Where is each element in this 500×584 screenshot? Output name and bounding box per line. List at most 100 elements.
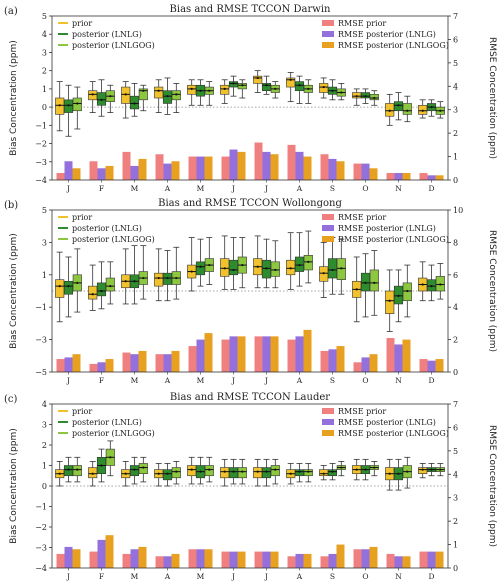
mean-marker — [223, 267, 226, 270]
rmse-bar — [303, 553, 312, 568]
x-tick-label: A — [296, 184, 303, 193]
rmse-bar — [171, 161, 180, 180]
mean-marker — [109, 285, 112, 288]
y-tick-label: 1 — [42, 271, 47, 280]
rmse-bar — [427, 551, 436, 568]
legend-label: RMSE prior — [338, 19, 386, 28]
rmse-bar — [229, 551, 238, 568]
mean-marker — [340, 267, 343, 270]
bias-box — [105, 277, 115, 292]
mean-marker — [67, 285, 70, 288]
rmse-bar — [353, 549, 362, 568]
rmse-bar — [138, 158, 147, 180]
y2-tick-label: 2 — [453, 336, 458, 345]
mean-marker — [142, 466, 145, 469]
x-tick-label: J — [231, 572, 235, 581]
x-tick-label: A — [296, 572, 303, 581]
rmse-bar — [105, 359, 114, 372]
mean-marker — [232, 82, 235, 85]
legend-label: RMSE posterior (LNLG) — [338, 418, 436, 427]
legend-swatch — [322, 214, 334, 220]
rmse-bar — [402, 556, 411, 568]
legend-label: posterior (LNLGOG) — [72, 429, 155, 438]
mean-marker — [430, 468, 433, 471]
rmse-bar — [89, 363, 98, 372]
rmse-bar — [427, 360, 436, 372]
y2-tick-label: 6 — [453, 423, 458, 432]
rmse-bar — [419, 172, 428, 180]
legend-label: RMSE posterior (LNLGOG) — [338, 429, 449, 438]
mean-marker — [223, 470, 226, 473]
y-tick-label: 4 — [42, 400, 47, 409]
y2-tick-label: 0 — [453, 176, 458, 185]
y2-tick-label: 10 — [453, 206, 463, 215]
rmse-bar — [386, 337, 395, 372]
x-tick-label: J — [66, 572, 70, 581]
legend-swatch — [322, 236, 334, 242]
mean-marker — [307, 260, 310, 263]
mean-marker — [58, 472, 61, 475]
legend-label: RMSE posterior (LNLG) — [338, 30, 436, 39]
x-tick-label: J — [231, 184, 235, 193]
rmse-bar — [155, 354, 164, 372]
y-tick-label: 3 — [42, 238, 47, 247]
rmse-bar — [369, 168, 378, 180]
y2-axis-label: RMSE Concentration (ppm) — [487, 37, 497, 159]
x-tick-label: M — [131, 376, 139, 385]
x-tick-label: O — [362, 572, 368, 581]
rmse-bar — [72, 354, 81, 372]
y-axis-label: Bias Concentration (ppm) — [9, 233, 19, 348]
rmse-bar — [188, 156, 197, 180]
y-tick-label: −3 — [35, 544, 47, 553]
mean-marker — [241, 470, 244, 473]
mean-marker — [241, 84, 244, 87]
y2-tick-label: 8 — [453, 238, 458, 247]
panel-title: Bias and RMSE TCCON Lauder — [170, 392, 330, 403]
bias-box — [154, 272, 164, 287]
x-tick-label: A — [164, 572, 171, 581]
y2-tick-label: 2 — [453, 517, 458, 526]
y-tick-label: −4 — [35, 176, 47, 185]
y-tick-label: 2 — [42, 67, 47, 76]
mean-marker — [124, 472, 127, 475]
mean-marker — [364, 468, 367, 471]
rmse-bar — [204, 156, 213, 180]
rmse-bar — [155, 154, 164, 180]
y2-tick-label: 4 — [453, 470, 458, 479]
bias-box — [369, 269, 379, 292]
mean-marker — [166, 95, 169, 98]
rmse-bar — [97, 539, 106, 568]
x-tick-label: D — [428, 184, 434, 193]
rmse-bar — [221, 339, 230, 372]
x-tick-label: J — [264, 572, 268, 581]
mean-marker — [133, 468, 136, 471]
rmse-bar — [435, 359, 444, 372]
x-tick-label: M — [197, 184, 205, 193]
rmse-bar — [270, 336, 279, 372]
legend-swatch — [322, 225, 334, 231]
rmse-bar — [394, 172, 403, 180]
legend-swatch — [322, 20, 334, 26]
mean-marker — [142, 276, 145, 280]
rmse-bar — [171, 553, 180, 568]
mean-marker — [430, 106, 433, 109]
x-tick-label: J — [264, 376, 268, 385]
rmse-bar — [196, 339, 205, 372]
rmse-bar — [163, 163, 172, 180]
legend-swatch — [322, 430, 334, 436]
rmse-bar — [402, 339, 411, 372]
rmse-bar — [97, 362, 106, 372]
bias-box — [402, 103, 412, 115]
rmse-bar — [328, 349, 337, 372]
rmse-bar — [105, 165, 114, 180]
mean-marker — [199, 265, 202, 268]
bias-box — [195, 261, 206, 276]
mean-marker — [256, 470, 259, 473]
mean-marker — [124, 280, 127, 283]
mean-marker — [274, 468, 277, 471]
rmse-bar — [130, 354, 139, 372]
y-axis-label: Bias Concentration (ppm) — [9, 428, 19, 543]
legend-label: RMSE prior — [338, 407, 386, 416]
mean-marker — [175, 276, 178, 280]
